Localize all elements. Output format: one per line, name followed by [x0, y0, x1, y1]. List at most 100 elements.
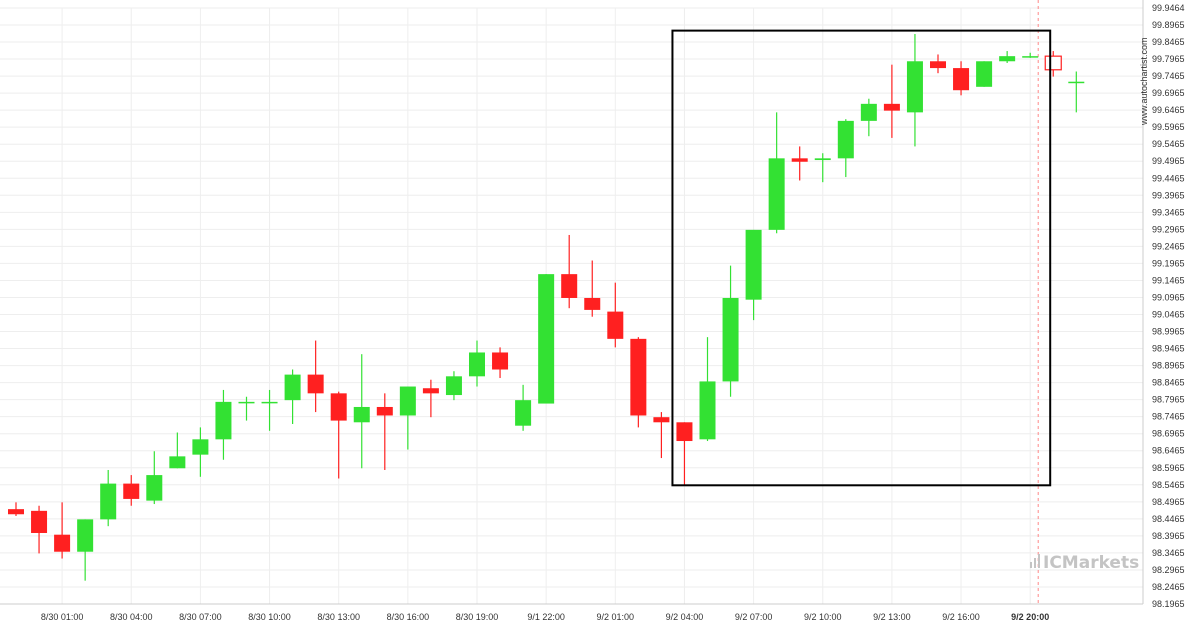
candle-body	[953, 68, 970, 91]
candle	[630, 337, 647, 428]
y-tick-label: 98.6465	[1152, 446, 1185, 456]
candle-body	[630, 338, 647, 416]
candle	[584, 260, 601, 317]
candle	[930, 54, 946, 74]
x-axis: 8/30 01:00 8/30 04:00 8/30 07:00 8/30 10:00…	[0, 603, 1143, 622]
y-tick-label: 99.4965	[1152, 156, 1185, 166]
candle	[999, 51, 1016, 63]
candle-body	[584, 297, 601, 310]
candle	[953, 61, 970, 96]
candle	[376, 393, 393, 470]
y-tick-label: 98.4965	[1152, 497, 1185, 507]
candle	[1068, 71, 1085, 113]
candle-body	[999, 56, 1016, 62]
candle	[123, 475, 140, 506]
candle-body	[307, 374, 324, 394]
y-tick-label: 98.8465	[1152, 378, 1185, 388]
candle	[745, 229, 762, 321]
y-tick-label: 98.2465	[1152, 582, 1185, 592]
candle	[883, 64, 900, 138]
candle-body	[791, 158, 808, 162]
candle-body	[722, 297, 739, 382]
x-tick-label: 9/2 20:00	[1011, 612, 1049, 622]
candle	[860, 98, 877, 137]
candle-body	[238, 401, 255, 404]
candle	[215, 389, 232, 460]
candle-body	[77, 519, 94, 552]
y-tick-label: 99.2465	[1152, 241, 1185, 251]
candle	[284, 369, 301, 424]
candle-body	[699, 381, 716, 440]
pattern-highlight-box	[671, 29, 1052, 487]
y-tick-label: 98.9465	[1152, 344, 1185, 354]
brand-logo-bar	[1034, 558, 1036, 568]
y-tick-label: 98.2965	[1152, 565, 1185, 575]
candle-body	[538, 274, 555, 404]
candle	[8, 502, 24, 516]
x-tick-label: 8/30 16:00	[387, 612, 430, 622]
candle-body	[515, 400, 532, 426]
brand-logo-text: ICMarkets	[1043, 553, 1139, 573]
y-tick-label: 99.6965	[1152, 88, 1185, 98]
y-tick-label: 98.9965	[1152, 327, 1185, 337]
y-tick-label: 98.5465	[1152, 480, 1185, 490]
candle-body	[561, 274, 578, 298]
candle-body	[54, 534, 71, 552]
candle	[54, 502, 71, 559]
candle-body	[607, 311, 624, 339]
candle	[561, 234, 578, 309]
x-tick-label: 9/2 04:00	[666, 612, 704, 622]
candle-body	[814, 158, 831, 161]
candle	[445, 371, 462, 401]
candle-body	[445, 376, 462, 396]
candle-body	[883, 103, 900, 111]
candle	[814, 153, 831, 183]
candle-body	[8, 509, 24, 515]
y-tick-label: 99.8465	[1152, 37, 1185, 47]
y-tick-label: 99.6465	[1152, 105, 1185, 115]
x-tick-label: 8/30 13:00	[317, 612, 360, 622]
y-tick-label: 99.7965	[1152, 54, 1185, 64]
candle	[307, 340, 324, 413]
candle	[492, 347, 509, 379]
candle	[722, 265, 739, 397]
y-tick-label: 98.6965	[1152, 429, 1185, 439]
y-tick-label: 98.1965	[1152, 599, 1185, 609]
candle-body	[146, 475, 163, 501]
candle	[515, 384, 532, 431]
candle-body	[215, 401, 232, 440]
x-tick-label: 8/30 04:00	[110, 612, 153, 622]
candle-body	[976, 61, 993, 87]
candle	[653, 412, 670, 459]
x-tick-label: 8/30 10:00	[248, 612, 291, 622]
candle	[1044, 51, 1062, 77]
candle-body	[768, 158, 785, 230]
candle	[261, 389, 278, 431]
candle	[791, 146, 808, 181]
y-tick-label: 98.3465	[1152, 548, 1185, 558]
brand-logo-bar	[1030, 562, 1032, 568]
candle-body	[860, 103, 877, 121]
autochartist-url: www.autochartist.com	[1139, 37, 1149, 126]
grid	[0, 7, 1143, 605]
candle-body	[330, 393, 347, 421]
candle-body	[261, 401, 278, 404]
x-tick-label: 9/2 07:00	[735, 612, 773, 622]
candle	[100, 469, 117, 527]
candle-body	[1022, 56, 1039, 58]
y-axis: 99.9464 99.8965 99.8465 99.7965 99.7465 99.69…	[1142, 0, 1185, 609]
y-tick-label: 99.9464	[1152, 3, 1185, 13]
candle	[607, 282, 624, 348]
x-tick-label: 9/1 22:00	[527, 612, 565, 622]
candle	[192, 427, 209, 477]
brand-logo: ICMarkets	[1030, 553, 1139, 573]
candle	[146, 451, 163, 505]
y-tick-label: 98.8965	[1152, 361, 1185, 371]
y-tick-label: 99.3965	[1152, 190, 1185, 200]
pattern-box	[671, 29, 1052, 487]
x-tick-label: 9/2 01:00	[597, 612, 635, 622]
x-tick-label: 8/30 01:00	[41, 612, 84, 622]
y-tick-label: 99.0465	[1152, 309, 1185, 319]
candle	[469, 340, 485, 387]
